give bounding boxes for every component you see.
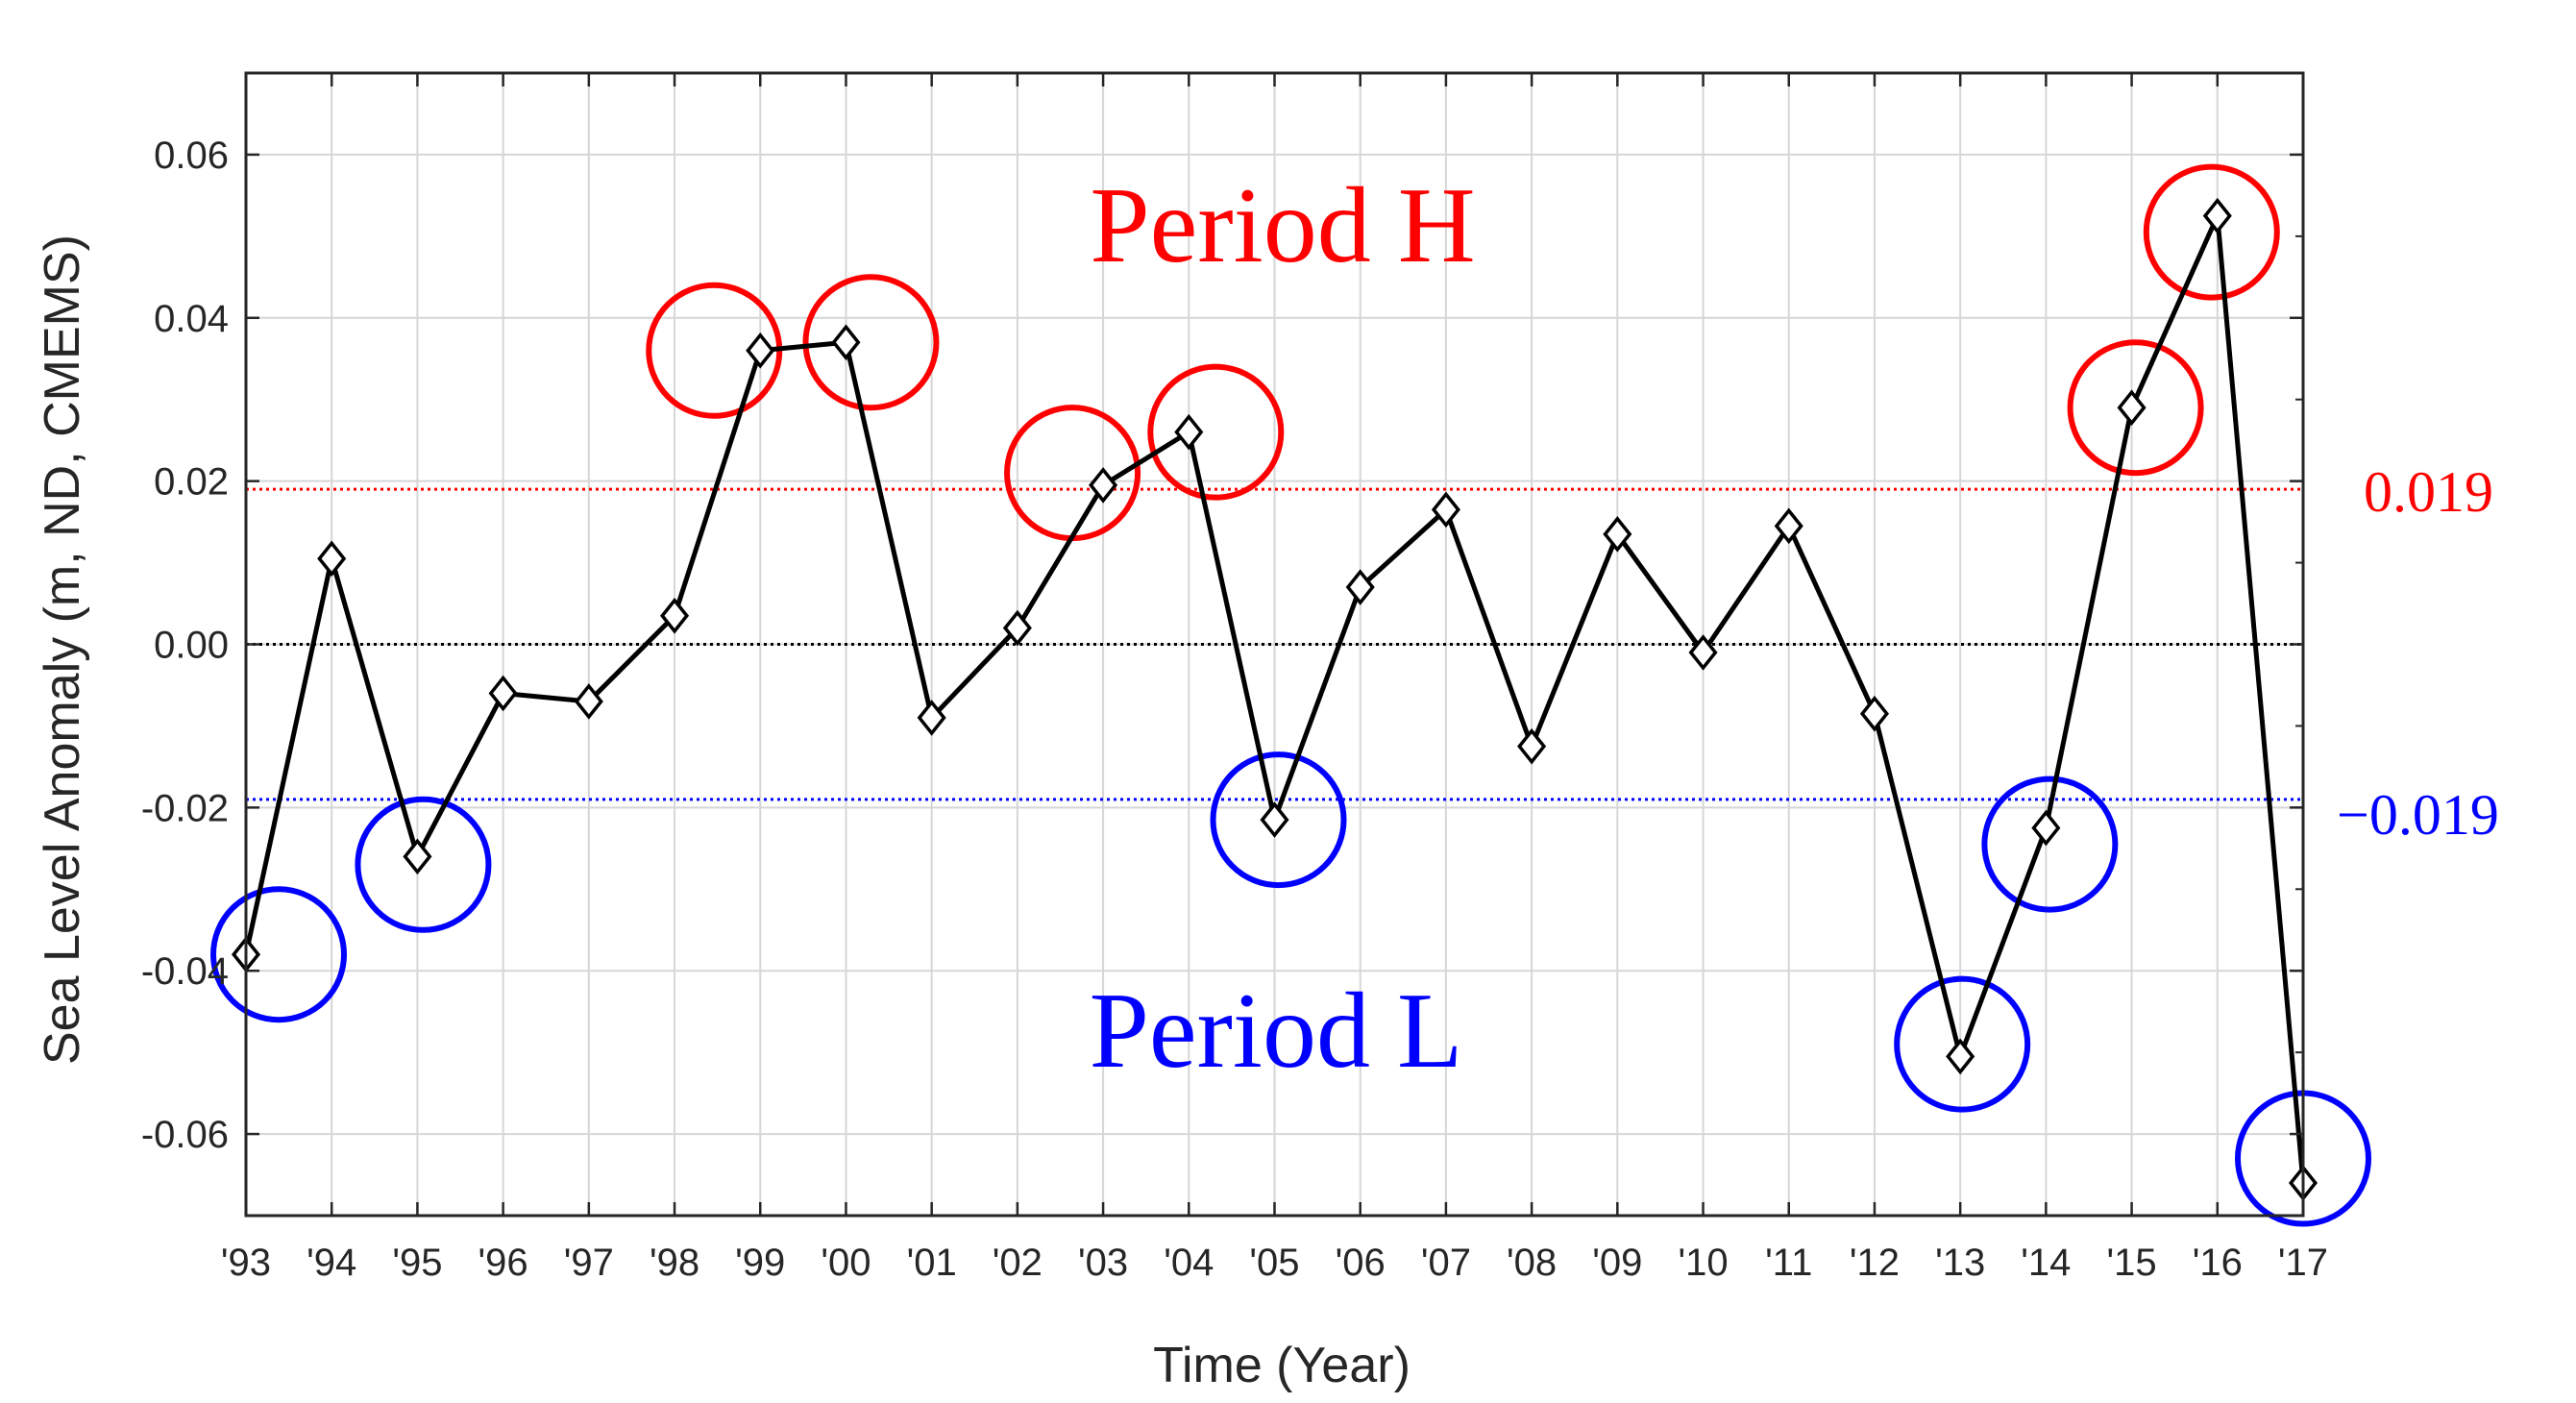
data-point xyxy=(1517,727,1547,765)
x-tick-label: '09 xyxy=(1592,1242,1642,1284)
upper-threshold-label: 0.019 xyxy=(2364,460,2493,524)
data-point xyxy=(2117,389,2147,427)
y-tick-label: 0.02 xyxy=(154,461,229,504)
data-point xyxy=(660,597,690,634)
tick-labels: '93 '94 '95 '96 '97 '98 '99 '00 '01 '02 '03 '04 '05 '… xyxy=(141,135,2328,1284)
x-tick-label: '11 xyxy=(1765,1242,1812,1284)
data-point xyxy=(403,838,432,875)
x-tick-label: '02 xyxy=(993,1242,1043,1284)
y-tick-label: -0.04 xyxy=(141,950,229,993)
data-point xyxy=(2202,197,2232,234)
x-tick-label: '94 xyxy=(307,1242,356,1284)
data-point xyxy=(831,324,861,361)
x-tick-label: '97 xyxy=(564,1242,614,1284)
x-tick-label: '06 xyxy=(1336,1242,1386,1284)
high-period-circle xyxy=(1147,363,1285,501)
y-tick-label: 0.04 xyxy=(154,298,229,340)
x-tick-label: '96 xyxy=(478,1242,528,1284)
data-point xyxy=(2031,809,2061,847)
x-tick-label: '17 xyxy=(2278,1242,2328,1284)
x-tick-label: '93 xyxy=(221,1242,271,1284)
x-tick-label: '08 xyxy=(1507,1242,1557,1284)
lower-threshold-label: −0.019 xyxy=(2337,783,2499,847)
high-period-circle xyxy=(2067,339,2204,477)
data-point xyxy=(488,675,518,712)
x-tick-label: '05 xyxy=(1249,1242,1299,1284)
y-tick-label: -0.06 xyxy=(141,1114,229,1156)
y-tick-label: 0.00 xyxy=(154,625,229,667)
x-tick-label: '95 xyxy=(392,1242,442,1284)
x-tick-label: '15 xyxy=(2107,1242,2157,1284)
x-tick-label: '12 xyxy=(1850,1242,1900,1284)
series-layer xyxy=(231,197,2318,1201)
data-point xyxy=(574,683,603,720)
low-period-circle xyxy=(1894,975,2031,1113)
data-point xyxy=(1345,569,1375,605)
low-period-circle xyxy=(1210,751,1347,889)
data-point xyxy=(1431,491,1460,529)
x-tick-label: '10 xyxy=(1678,1242,1728,1284)
high-period-circle xyxy=(802,274,940,411)
x-tick-label: '16 xyxy=(2193,1242,2243,1284)
high-period-circle xyxy=(2143,163,2280,301)
period-l-label: Period L xyxy=(1090,972,1463,1091)
data-point xyxy=(1688,634,1718,671)
low-period-circle xyxy=(210,886,347,1023)
x-axis-title: Time (Year) xyxy=(1153,1338,1411,1393)
data-point xyxy=(1089,467,1118,504)
data-point xyxy=(1774,507,1803,545)
x-tick-label: '13 xyxy=(1935,1242,1985,1284)
x-tick-label: '14 xyxy=(2021,1242,2071,1284)
data-point xyxy=(1603,516,1632,553)
data-point xyxy=(917,700,946,736)
period-h-label: Period H xyxy=(1090,166,1475,285)
x-tick-label: '00 xyxy=(821,1242,871,1284)
x-tick-label: '99 xyxy=(735,1242,785,1284)
x-tick-label: '04 xyxy=(1164,1242,1214,1284)
x-tick-label: '07 xyxy=(1421,1242,1471,1284)
data-point xyxy=(1002,609,1032,647)
x-tick-label: '03 xyxy=(1078,1242,1128,1284)
axis-ticks xyxy=(244,72,2305,1217)
y-tick-label: -0.02 xyxy=(141,787,229,829)
data-point xyxy=(1859,695,1889,732)
x-tick-label: '01 xyxy=(907,1242,957,1284)
data-point xyxy=(1946,1038,1975,1075)
data-point xyxy=(746,332,775,369)
low-period-circle xyxy=(355,796,492,933)
data-point xyxy=(317,540,347,578)
y-axis-title: Sea Level Anomaly (m, ND, CMEMS) xyxy=(35,234,90,1065)
x-tick-label: '98 xyxy=(650,1242,699,1284)
data-point xyxy=(1260,801,1289,838)
low-period-circle xyxy=(1981,775,2119,913)
data-point xyxy=(1174,413,1204,451)
y-tick-label: 0.06 xyxy=(154,135,229,177)
high-period-circle xyxy=(1004,405,1141,542)
